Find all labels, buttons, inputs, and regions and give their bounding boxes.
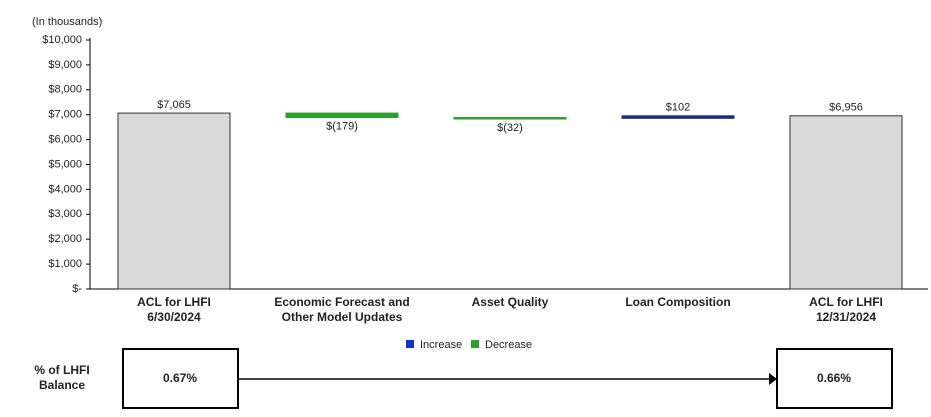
bar (117, 112, 231, 290)
y-tick-label: $10,000 (42, 34, 82, 46)
value-label: $6,956 (829, 102, 863, 114)
ratio-end: 0.66% (817, 371, 851, 385)
y-tick-label: $5,000 (48, 158, 82, 170)
value-label: $(179) (326, 120, 358, 132)
unit-label: (In thousands) (32, 16, 102, 28)
bar (285, 112, 399, 119)
arrow-head (769, 373, 777, 385)
y-tick-label: $- (72, 283, 82, 295)
bar (621, 115, 735, 119)
legend-label: Increase (420, 339, 462, 351)
x-tick-label: Loan Composition (625, 295, 730, 309)
y-tick-label: $6,000 (48, 134, 82, 146)
x-tick-label: ACL for LHFI 6/30/2024 (137, 295, 211, 324)
ratio-label: % of LHFI Balance (34, 363, 89, 392)
ratio-start: 0.67% (163, 371, 197, 385)
y-tick-label: $1,000 (48, 258, 82, 270)
y-tick-label: $7,000 (48, 109, 82, 121)
ratio-box (776, 348, 893, 409)
y-tick-label: $2,000 (48, 233, 82, 245)
y-tick-label: $4,000 (48, 183, 82, 195)
legend-swatch (406, 340, 414, 348)
legend-swatch (471, 340, 479, 348)
value-label: $102 (666, 102, 690, 114)
value-label: $(32) (497, 122, 523, 134)
y-tick-label: $8,000 (48, 84, 82, 96)
x-tick-label: Asset Quality (472, 295, 549, 309)
legend-label: Decrease (485, 339, 532, 351)
y-tick-label: $3,000 (48, 208, 82, 220)
value-label: $7,065 (157, 99, 191, 111)
x-tick-label: ACL for LHFI 12/31/2024 (809, 295, 883, 324)
bar (453, 117, 567, 120)
bar (789, 115, 903, 290)
x-tick-label: Economic Forecast and Other Model Updates (274, 295, 409, 324)
y-tick-label: $9,000 (48, 59, 82, 71)
